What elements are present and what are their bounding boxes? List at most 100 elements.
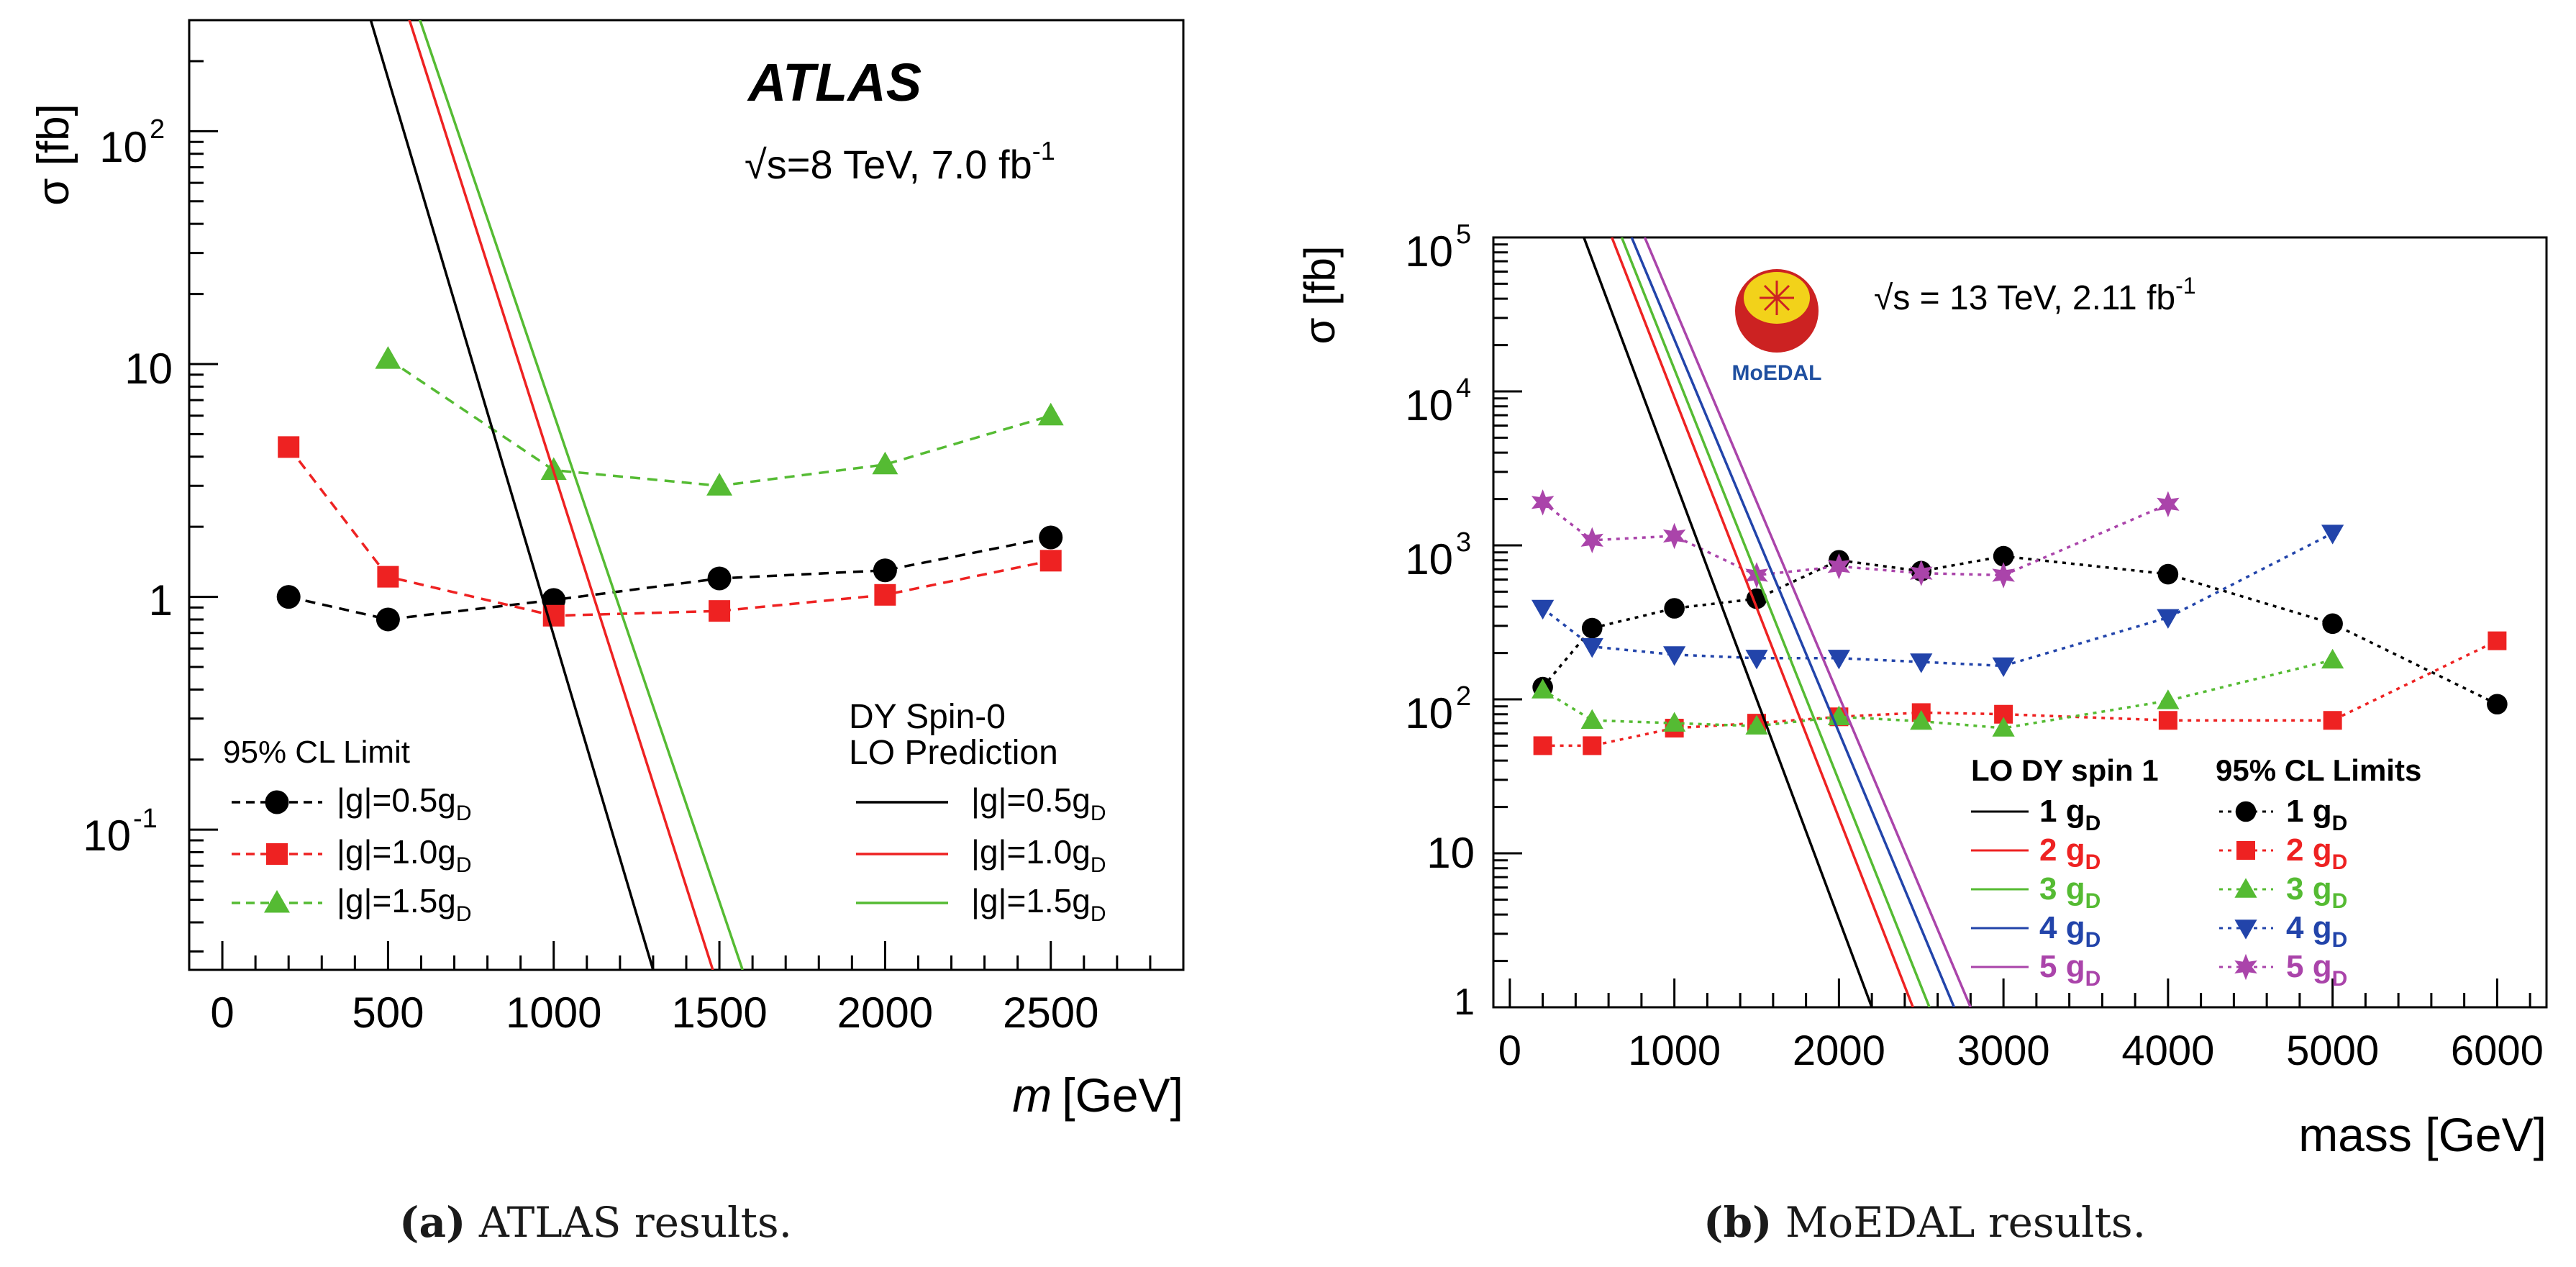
legend-lo-label: 5 gD (2039, 949, 2101, 991)
moedal-ytick-1e3-exp: 3 (1456, 527, 1471, 558)
atlas-ytick-100-exp: 2 (150, 114, 165, 145)
data-point (1664, 598, 1685, 619)
moedal-ytick-1e2-exp: 2 (1456, 681, 1471, 712)
data-point (377, 566, 399, 588)
b-xtick-label: 0 (1498, 1027, 1521, 1074)
atlas-ylabel: σ [fb] (29, 104, 78, 206)
atlas-ytick-01-exp: -1 (133, 804, 158, 834)
atlas-xlabel: m [GeV] (1012, 1068, 1183, 1122)
legend-marker (2235, 801, 2257, 822)
b-xtick-label: 2000 (1793, 1027, 1885, 1074)
moedal-ytick-1e3: 10 (1405, 535, 1453, 583)
data-point (376, 607, 400, 632)
data-point (1910, 709, 1933, 730)
moedal-logo-text: MoEDAL (1732, 361, 1822, 385)
moedal-legend: 1 gD2 gD3 gD4 gD5 gD1 gD2 gD3 gD4 gD5 gD (1971, 794, 2347, 991)
atlas-legend-pred-title-1: DY Spin-0 (849, 698, 1006, 736)
data-point (2157, 491, 2180, 517)
data-point (873, 558, 897, 583)
series-line (287, 446, 1052, 617)
series-95-cl-limits-3-gd (1532, 648, 2344, 737)
data-point (2321, 524, 2344, 545)
series-lo-dy-spin-1-2-gd (1611, 237, 1914, 1007)
data-point (1581, 617, 1603, 639)
atlas-ytick-01: 10 (83, 812, 131, 860)
data-point (1827, 553, 1851, 580)
data-point (1037, 402, 1064, 426)
data-point (1993, 545, 2014, 567)
series-line (1611, 237, 1914, 1007)
moedal-xtick-labels: 0 1000 2000 3000 4000 5000 6000 (1498, 1027, 2544, 1074)
series-dy-spin-0-lo-prediction-g-1-5gd (419, 20, 744, 970)
atlas-legend: |g|=0.5gD |g|=1.0gD |g|=1.5gD |g|=0.5gD … (232, 781, 1106, 926)
svg-text:|g|=1.0gD: |g|=1.0gD (337, 833, 472, 877)
moedal-ytick-10: 10 (1426, 829, 1475, 877)
data-point (1580, 638, 1603, 658)
legend-marker (264, 890, 290, 913)
data-point (1745, 650, 1768, 670)
svg-text:|g|=0.5gD: |g|=0.5gD (971, 781, 1106, 825)
data-point (707, 566, 732, 591)
data-point (1827, 650, 1850, 670)
legend-cl-label: 2 gD (2286, 832, 2347, 874)
moedal-ytick-1e5-exp: 5 (1456, 219, 1471, 250)
data-point (1910, 653, 1933, 673)
series-line (1542, 640, 2498, 748)
atlas-legend-limit-entry-15: |g|=1.5gD (337, 882, 472, 926)
b-xtick-label: 6000 (2451, 1027, 2544, 1074)
data-point (375, 346, 401, 369)
moedal-ytick-1e5: 10 (1405, 227, 1453, 276)
atlas-legend-pred-title-2: LO Prediction (849, 734, 1058, 772)
series-line (408, 20, 714, 970)
caption-b-label: (b) (1703, 1198, 1772, 1247)
legend-lo-label: 3 gD (2039, 871, 2101, 913)
data-point (1583, 736, 1602, 755)
data-point (1992, 717, 2015, 737)
legend-lo-label: 1 gD (2039, 794, 2101, 835)
legend-marker (2234, 953, 2257, 981)
moedal-ylabel: σ [fb] (1296, 245, 1344, 344)
legend-lo-label: 2 gD (2039, 832, 2101, 874)
series-line (419, 20, 744, 970)
caption-a-text: ATLAS results. (465, 1198, 793, 1247)
series-line (1542, 555, 2498, 706)
a-xtick-label: 1500 (671, 989, 767, 1037)
atlas-legend-pred-entry-05: |g|=0.5gD (971, 781, 1106, 825)
svg-text:|g|=1.0gD: |g|=1.0gD (971, 833, 1106, 877)
legend-marker (2234, 919, 2257, 940)
atlas-ytick-100: 10 (99, 123, 147, 171)
moedal-ytick-1e2: 10 (1405, 689, 1453, 737)
series-line (1643, 237, 1972, 1007)
data-point (1533, 736, 1552, 755)
atlas-legend-limit-entry-10: |g|=1.0gD (337, 833, 472, 877)
svg-text:|g|=1.5gD: |g|=1.5gD (971, 882, 1106, 926)
legend-cl-label: 1 gD (2286, 794, 2347, 835)
b-xtick-label: 3000 (1957, 1027, 2050, 1074)
data-point (2322, 613, 2343, 635)
moedal-plot-frame (1492, 236, 2548, 1009)
legend-marker (266, 843, 288, 865)
series-dy-spin-0-lo-prediction-g-0-5gd (369, 20, 655, 970)
data-point (1662, 522, 1686, 550)
data-point (1910, 560, 1933, 586)
data-point (2323, 711, 2342, 730)
b-xtick-label: 1000 (1628, 1027, 1721, 1074)
data-point (706, 473, 733, 496)
legend-marker (265, 790, 289, 814)
atlas-legend-limit-entry-05: |g|=0.5gD (337, 781, 472, 825)
a-xtick-label: 2500 (1003, 989, 1098, 1037)
a-xtick-label: 500 (352, 989, 424, 1037)
svg-text:|g|=0.5gD: |g|=0.5gD (337, 781, 472, 825)
data-point (2158, 711, 2177, 730)
legend-cl-label: 5 gD (2286, 949, 2347, 991)
series-95-cl-limits-4-gd (1532, 524, 2344, 678)
data-point (278, 436, 300, 458)
series-line (1542, 501, 2169, 577)
moedal-chart: σ [fb] 10 5 10 4 10 3 10 2 10 1 0 1000 200… (1296, 219, 2548, 1161)
data-point (1039, 525, 1063, 550)
series-95-cl-limits-1-gd (1532, 545, 2508, 715)
atlas-ytick-10: 10 (124, 345, 173, 393)
caption-a-label: (a) (399, 1198, 466, 1247)
caption-b-text: MoEDAL results. (1772, 1198, 2147, 1247)
